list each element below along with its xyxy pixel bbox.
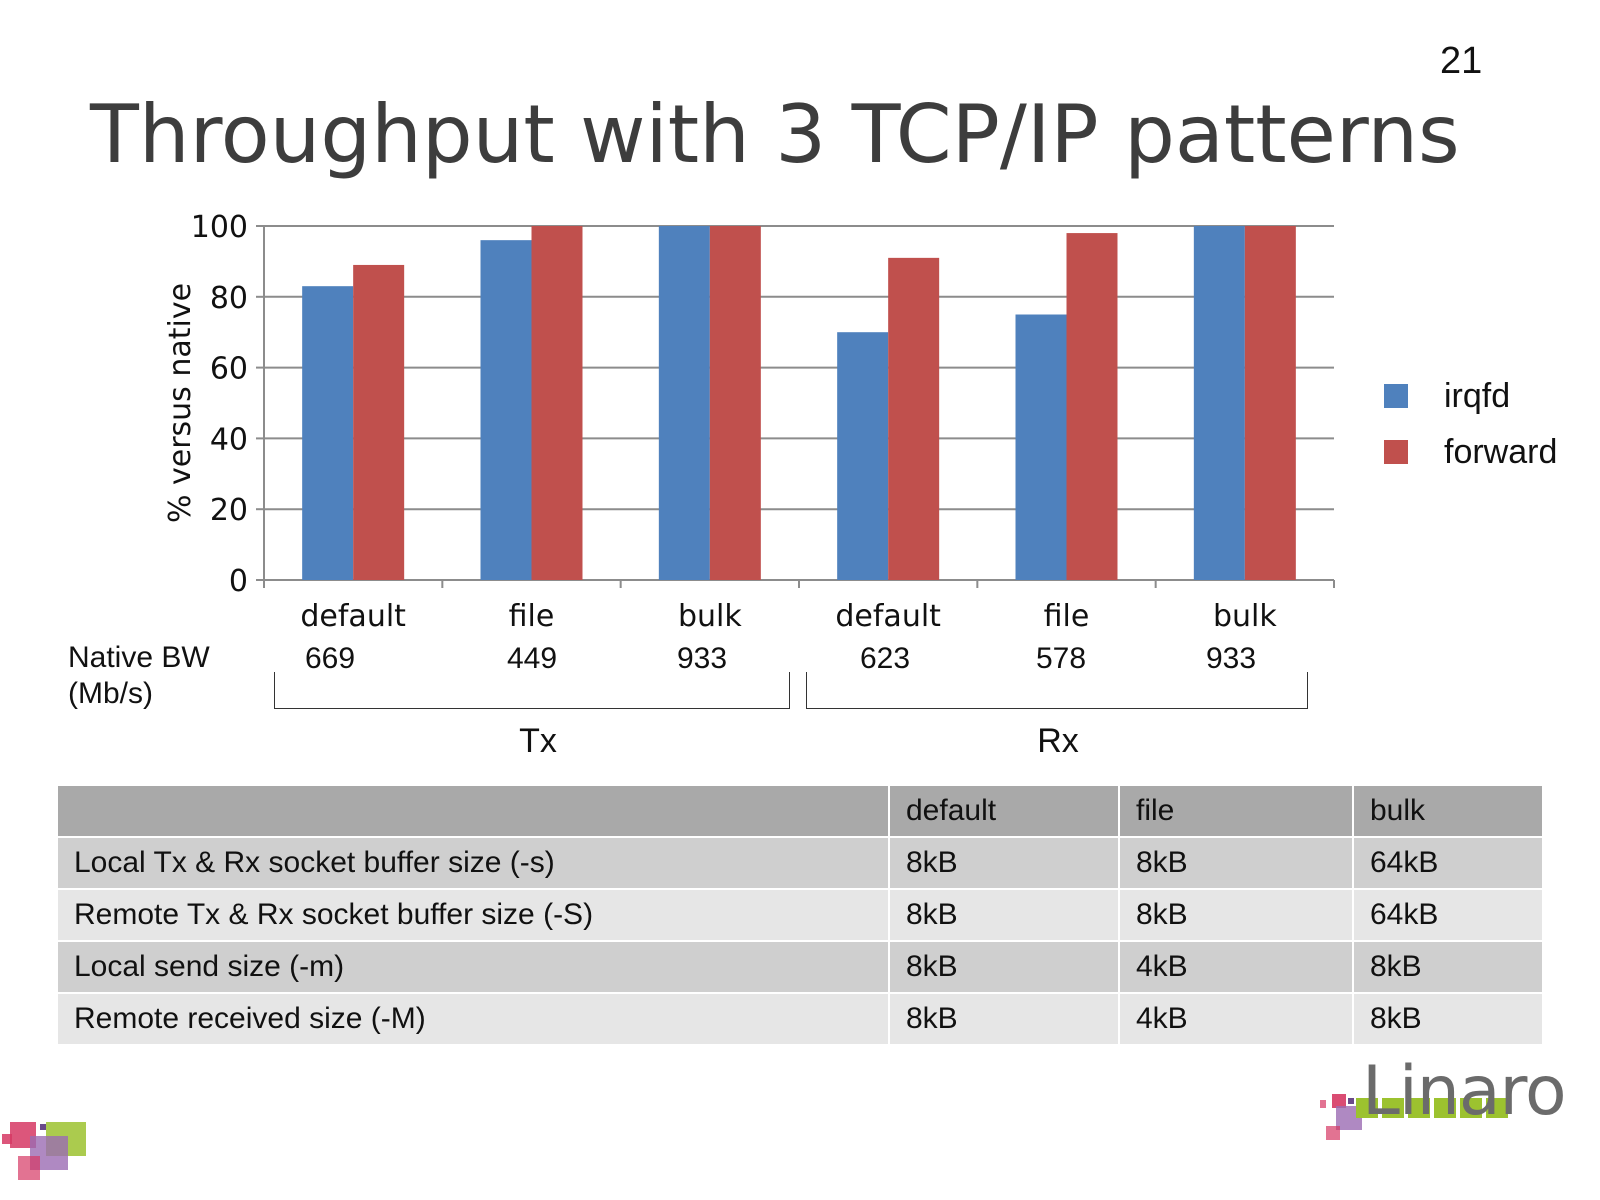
bar-forward (353, 264, 405, 580)
legend-swatch-forward (1384, 440, 1408, 464)
chart-legend: irqfd forward (1384, 368, 1557, 480)
bar-forward (1066, 233, 1118, 580)
table-cell: Local send size (-m) (58, 941, 889, 993)
table-header-cell: default (888, 786, 1119, 837)
table-cell: 8kB (1352, 993, 1542, 1045)
table-cell: Local Tx & Rx socket buffer size (-s) (58, 837, 889, 889)
bar-forward (888, 257, 940, 580)
bar-forward (709, 226, 761, 580)
table-header-row: default file bulk (58, 786, 1542, 837)
rx-bracket (806, 672, 1308, 709)
table-cell: 8kB (888, 889, 1119, 941)
y-tick-label: 100 (191, 210, 248, 245)
table-cell: 8kB (888, 941, 1119, 993)
bar-forward (531, 226, 583, 580)
table-cell: 64kB (1352, 837, 1542, 889)
group-label-rx: Rx (1037, 722, 1079, 760)
table-row: Remote received size (-M) 8kB 4kB 8kB (58, 993, 1542, 1045)
native-bw-value: 933 (676, 642, 728, 675)
page-number: 21 (1440, 40, 1483, 82)
legend-swatch-irqfd (1384, 384, 1408, 408)
parameters-table: default file bulk Local Tx & Rx socket b… (58, 786, 1542, 1046)
linaro-logo-text: Linaro (1362, 1052, 1567, 1131)
table-row: Local Tx & Rx socket buffer size (-s) 8k… (58, 837, 1542, 889)
table-header-cell: bulk (1352, 786, 1542, 837)
native-bw-value: 578 (1035, 642, 1087, 675)
slide-title: Throughput with 3 TCP/IP patterns (90, 88, 1460, 181)
bar-irqfd (1193, 226, 1245, 580)
x-tick-label: default (835, 599, 941, 634)
y-axis-label: % versus native (163, 283, 198, 523)
table-cell: 8kB (1118, 837, 1353, 889)
native-bw-label-line2: (Mb/s) (68, 677, 153, 710)
legend-item-forward: forward (1384, 424, 1557, 480)
native-bw-value: 669 (304, 642, 356, 675)
table-cell: Remote received size (-M) (58, 993, 889, 1045)
linaro-logo-icon (1320, 1094, 1508, 1140)
table-header-cell (58, 786, 889, 837)
native-bw-value: 449 (506, 642, 558, 675)
linaro-mark-icon (2, 1122, 86, 1180)
tx-bracket (274, 672, 790, 709)
x-tick-label: default (300, 599, 406, 634)
native-bw-label-line1: Native BW (68, 641, 210, 674)
table-cell: 4kB (1118, 941, 1353, 993)
bar-irqfd (1015, 314, 1067, 580)
bar-irqfd (480, 240, 532, 580)
bar-irqfd (302, 286, 354, 580)
table-row: Remote Tx & Rx socket buffer size (-S) 8… (58, 889, 1542, 941)
y-tick-label: 20 (210, 493, 248, 528)
y-tick-label: 40 (210, 422, 248, 457)
table-cell: 4kB (1118, 993, 1353, 1045)
legend-label-forward: forward (1444, 432, 1558, 471)
bar-chart: 0 20 40 60 80 100 % versus native default file bu… (163, 210, 1335, 634)
table-cell: 8kB (888, 837, 1119, 889)
native-bw-value: 623 (859, 642, 911, 675)
group-label-tx: Tx (519, 722, 557, 760)
y-tick-label: 0 (229, 564, 248, 599)
bar-irqfd (837, 332, 889, 580)
table-cell: 8kB (1118, 889, 1353, 941)
x-tick-label: file (509, 599, 555, 634)
native-bw-value: 933 (1205, 642, 1257, 675)
bar-forward (1244, 226, 1296, 580)
x-tick-label: bulk (678, 599, 742, 634)
x-tick-label: file (1044, 599, 1090, 634)
native-bw-label: Native BW (Mb/s) (68, 640, 210, 712)
bar-irqfd (658, 226, 710, 580)
table-cell: 8kB (1352, 941, 1542, 993)
legend-item-irqfd: irqfd (1384, 368, 1557, 424)
y-tick-label: 60 (210, 352, 248, 387)
table-cell: 8kB (888, 993, 1119, 1045)
legend-label-irqfd: irqfd (1444, 376, 1511, 415)
x-tick-label: bulk (1213, 599, 1277, 634)
table-header-cell: file (1118, 786, 1353, 837)
table-cell: 64kB (1352, 889, 1542, 941)
y-tick-label: 80 (210, 281, 248, 316)
table-cell: Remote Tx & Rx socket buffer size (-S) (58, 889, 889, 941)
table-row: Local send size (-m) 8kB 4kB 8kB (58, 941, 1542, 993)
